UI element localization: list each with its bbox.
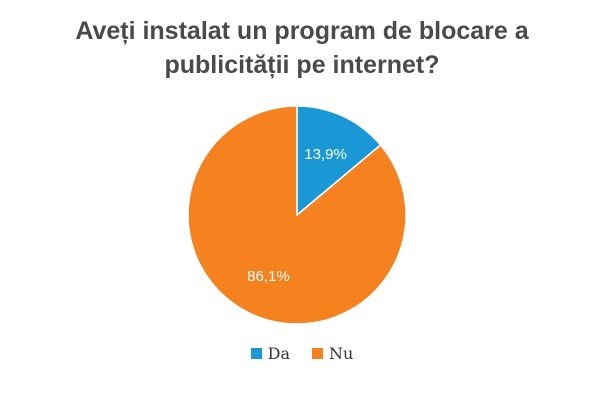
pie-slice-da xyxy=(296,105,382,217)
legend-swatch-da xyxy=(250,348,262,359)
legend-item-nu: Nu xyxy=(312,344,353,363)
legend-label-nu: Nu xyxy=(329,344,354,363)
legend-swatch-nu xyxy=(312,348,324,359)
chart-title: Aveți instalat un program de blocare a p… xyxy=(0,14,604,82)
chart-title-line-1: Aveți instalat un program de blocare a xyxy=(75,17,529,45)
pie-slice-nu xyxy=(187,105,407,325)
data-label-da: 13,9% xyxy=(304,146,347,163)
legend-item-da: Da xyxy=(250,344,291,363)
legend: Da Nu xyxy=(0,344,604,363)
data-label-nu: 86,1% xyxy=(247,268,290,285)
chart-title-line-2: publicității pe internet? xyxy=(164,51,440,79)
legend-label-da: Da xyxy=(267,344,291,363)
